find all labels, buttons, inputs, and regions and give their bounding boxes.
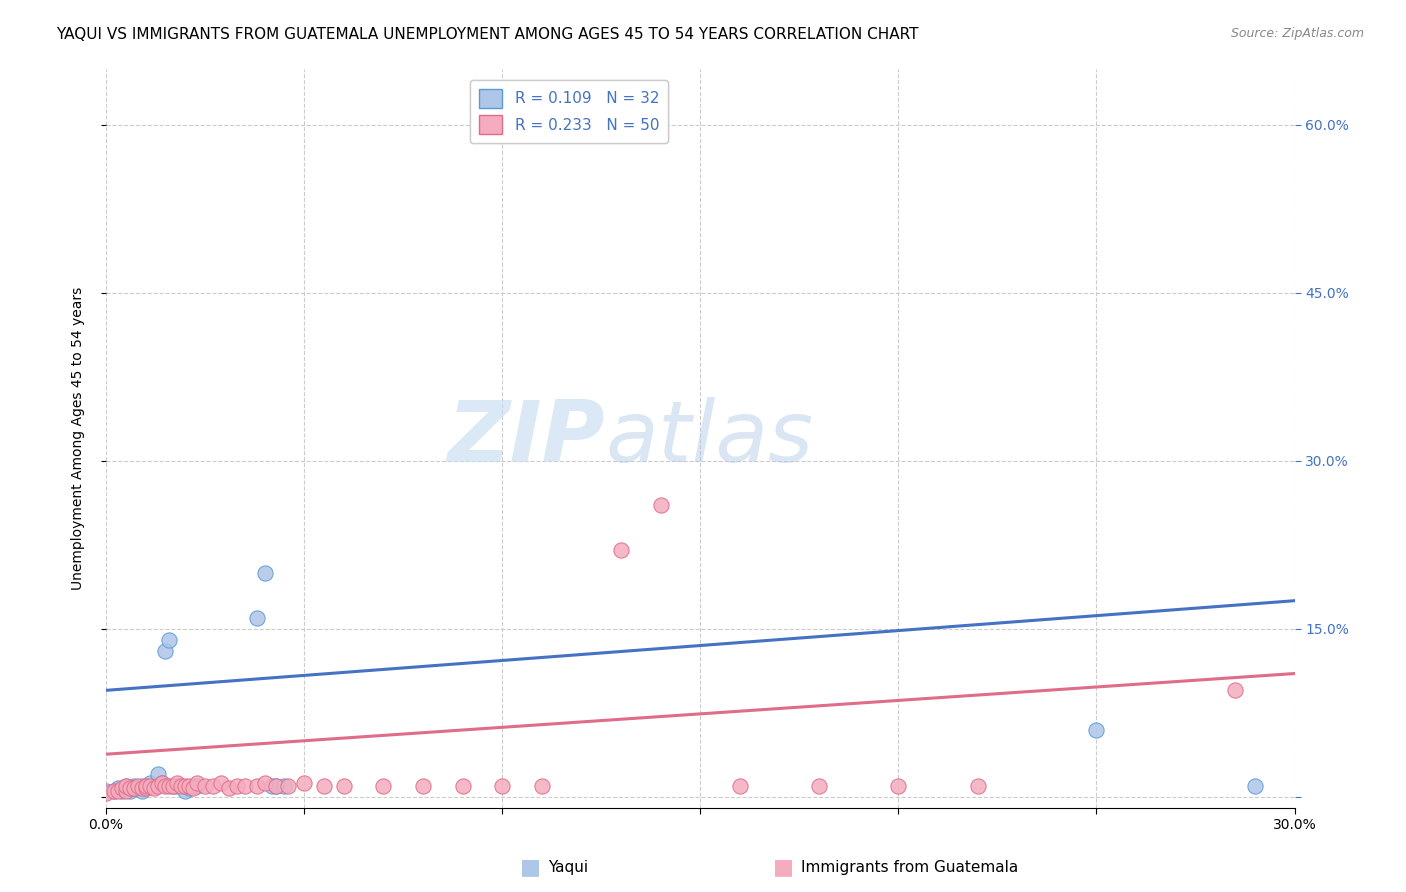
- Point: [194, 779, 217, 793]
- Point: [530, 779, 553, 793]
- Point: [1085, 723, 1108, 737]
- Point: [253, 776, 276, 790]
- Point: [202, 779, 225, 793]
- Point: [181, 780, 204, 795]
- Point: [150, 776, 173, 790]
- Point: [1244, 779, 1267, 793]
- Point: [122, 779, 145, 793]
- Point: [728, 779, 751, 793]
- Point: [107, 780, 129, 795]
- Point: [162, 779, 184, 793]
- Point: [266, 779, 288, 793]
- Point: [451, 779, 474, 793]
- Point: [146, 779, 169, 793]
- Point: [166, 779, 188, 793]
- Point: [127, 779, 149, 793]
- Point: [135, 780, 157, 795]
- Text: ZIP: ZIP: [447, 397, 605, 480]
- Point: [131, 779, 153, 793]
- Point: [159, 779, 181, 793]
- Text: Immigrants from Guatemala: Immigrants from Guatemala: [801, 860, 1019, 874]
- Point: [122, 780, 145, 795]
- Point: [135, 780, 157, 795]
- Point: [887, 779, 910, 793]
- Text: ■: ■: [773, 857, 794, 877]
- Point: [186, 779, 208, 793]
- Point: [246, 779, 269, 793]
- Point: [233, 779, 256, 793]
- Point: [150, 776, 173, 790]
- Point: [103, 784, 125, 798]
- Point: [209, 776, 232, 790]
- Text: Yaqui: Yaqui: [548, 860, 589, 874]
- Point: [610, 543, 633, 558]
- Point: [162, 779, 184, 793]
- Point: [155, 779, 177, 793]
- Point: [94, 786, 117, 800]
- Point: [966, 779, 988, 793]
- Point: [332, 779, 354, 793]
- Point: [181, 779, 204, 793]
- Point: [127, 780, 149, 795]
- Text: YAQUI VS IMMIGRANTS FROM GUATEMALA UNEMPLOYMENT AMONG AGES 45 TO 54 YEARS CORREL: YAQUI VS IMMIGRANTS FROM GUATEMALA UNEMP…: [56, 27, 918, 42]
- Point: [808, 779, 831, 793]
- Point: [174, 779, 197, 793]
- Point: [412, 779, 434, 793]
- Text: atlas: atlas: [605, 397, 813, 480]
- Point: [373, 779, 395, 793]
- Y-axis label: Unemployment Among Ages 45 to 54 years: Unemployment Among Ages 45 to 54 years: [72, 286, 86, 590]
- Point: [218, 780, 240, 795]
- Point: [111, 784, 134, 798]
- Point: [246, 610, 269, 624]
- Point: [131, 780, 153, 795]
- Point: [138, 779, 160, 793]
- Point: [170, 779, 193, 793]
- Point: [266, 779, 288, 793]
- Text: Source: ZipAtlas.com: Source: ZipAtlas.com: [1230, 27, 1364, 40]
- Point: [155, 644, 177, 658]
- Point: [103, 784, 125, 798]
- Text: ■: ■: [520, 857, 541, 877]
- Point: [273, 779, 295, 793]
- Point: [118, 780, 141, 795]
- Point: [118, 784, 141, 798]
- Point: [131, 784, 153, 798]
- Point: [262, 779, 284, 793]
- Point: [142, 780, 165, 795]
- Point: [225, 779, 247, 793]
- Point: [491, 779, 513, 793]
- Point: [292, 776, 315, 790]
- Point: [650, 499, 672, 513]
- Point: [115, 780, 138, 795]
- Point: [179, 779, 201, 793]
- Point: [179, 780, 201, 795]
- Point: [253, 566, 276, 580]
- Point: [115, 784, 138, 798]
- Point: [107, 784, 129, 798]
- Point: [186, 776, 208, 790]
- Point: [142, 779, 165, 793]
- Point: [146, 767, 169, 781]
- Point: [159, 632, 181, 647]
- Point: [135, 779, 157, 793]
- Legend: R = 0.109   N = 32, R = 0.233   N = 50: R = 0.109 N = 32, R = 0.233 N = 50: [470, 80, 668, 143]
- Point: [138, 776, 160, 790]
- Point: [277, 779, 299, 793]
- Point: [174, 784, 197, 798]
- Point: [111, 780, 134, 795]
- Point: [312, 779, 335, 793]
- Point: [122, 780, 145, 795]
- Point: [94, 784, 117, 798]
- Point: [115, 779, 138, 793]
- Point: [166, 776, 188, 790]
- Point: [1223, 683, 1246, 698]
- Point: [115, 779, 138, 793]
